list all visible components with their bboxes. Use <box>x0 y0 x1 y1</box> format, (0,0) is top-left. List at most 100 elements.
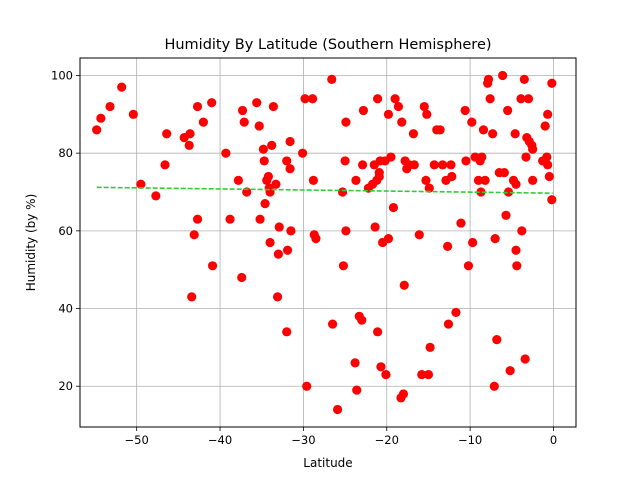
data-point <box>540 121 550 131</box>
x-tick-label: −30 <box>291 433 315 447</box>
data-point <box>381 369 391 380</box>
data-point <box>357 315 367 325</box>
data-point <box>258 144 268 154</box>
data-point <box>483 74 494 84</box>
data-point <box>451 307 461 318</box>
data-point <box>528 144 538 154</box>
data-point <box>503 105 513 116</box>
data-point <box>503 187 514 197</box>
data-point <box>285 164 295 174</box>
data-point <box>520 354 530 364</box>
x-tick-label: −10 <box>458 433 482 447</box>
data-point <box>510 129 520 139</box>
grid <box>80 58 576 427</box>
data-point <box>252 98 262 108</box>
data-point <box>488 129 498 139</box>
data-point <box>267 140 277 150</box>
data-point <box>419 101 429 112</box>
y-tick-label: 20 <box>58 379 73 393</box>
data-point <box>373 94 383 104</box>
data-point <box>461 156 471 166</box>
data-point <box>265 237 275 248</box>
data-point <box>268 101 278 112</box>
data-point <box>422 109 432 119</box>
y-axis: 20 40 60 80 100 <box>51 68 80 393</box>
data-point <box>341 226 351 236</box>
data-point <box>350 358 360 368</box>
data-point <box>435 125 445 135</box>
data-point <box>467 117 477 127</box>
data-point <box>274 222 284 232</box>
data-point <box>352 385 362 395</box>
data-point <box>547 78 557 88</box>
data-point <box>424 183 434 193</box>
data-point <box>492 335 502 345</box>
data-point <box>221 148 231 158</box>
data-point <box>358 105 369 116</box>
data-point <box>192 214 203 224</box>
x-tick-label: −50 <box>125 433 149 447</box>
data-point <box>260 199 270 209</box>
data-point <box>468 237 478 248</box>
data-point <box>398 389 409 399</box>
data-point <box>160 160 170 170</box>
data-point <box>198 117 208 127</box>
data-point <box>489 381 499 391</box>
y-tick-label: 80 <box>58 146 73 160</box>
x-axis: −50 −40 −30 −20 −10 0 <box>125 427 557 447</box>
data-point <box>272 292 283 302</box>
data-point <box>463 261 474 271</box>
data-point <box>547 195 557 205</box>
data-point <box>273 249 283 259</box>
data-point <box>374 167 384 178</box>
data-point <box>386 152 396 162</box>
y-tick-label: 60 <box>58 224 73 238</box>
data-point <box>373 327 383 337</box>
data-point <box>473 175 484 185</box>
data-point <box>460 105 470 116</box>
data-point <box>417 369 427 380</box>
data-point <box>162 129 172 139</box>
data-point <box>408 129 419 139</box>
data-point <box>207 98 217 108</box>
data-point <box>443 241 453 251</box>
data-point <box>96 113 106 123</box>
data-point <box>302 381 312 391</box>
x-tick-label: −40 <box>208 433 232 447</box>
data-point <box>308 175 319 185</box>
data-point <box>421 175 431 185</box>
data-point <box>423 369 434 380</box>
data-point <box>271 179 281 189</box>
data-point <box>499 167 509 178</box>
data-point <box>399 280 409 290</box>
data-point <box>307 94 318 104</box>
data-point <box>511 245 521 255</box>
data-point <box>254 121 264 131</box>
data-point <box>341 117 351 127</box>
data-point <box>332 404 343 415</box>
data-point <box>443 319 454 329</box>
data-points <box>92 70 557 415</box>
data-point <box>512 261 522 271</box>
data-point <box>92 125 102 135</box>
y-axis-label: Humidity (by %) <box>24 194 38 292</box>
data-point <box>397 117 407 127</box>
data-point <box>501 210 511 220</box>
regression-line <box>96 186 553 194</box>
data-point <box>233 175 243 185</box>
data-point <box>192 101 203 112</box>
data-point <box>376 362 386 372</box>
data-point <box>490 234 500 244</box>
data-point <box>263 171 273 182</box>
data-point <box>476 187 486 197</box>
data-point <box>225 214 235 224</box>
data-point <box>390 94 400 104</box>
data-point <box>505 366 515 376</box>
data-point <box>438 160 448 170</box>
data-point <box>543 109 553 119</box>
x-tick-label: −20 <box>375 433 399 447</box>
data-point <box>393 101 404 112</box>
data-point <box>516 94 526 104</box>
data-point <box>542 152 552 162</box>
